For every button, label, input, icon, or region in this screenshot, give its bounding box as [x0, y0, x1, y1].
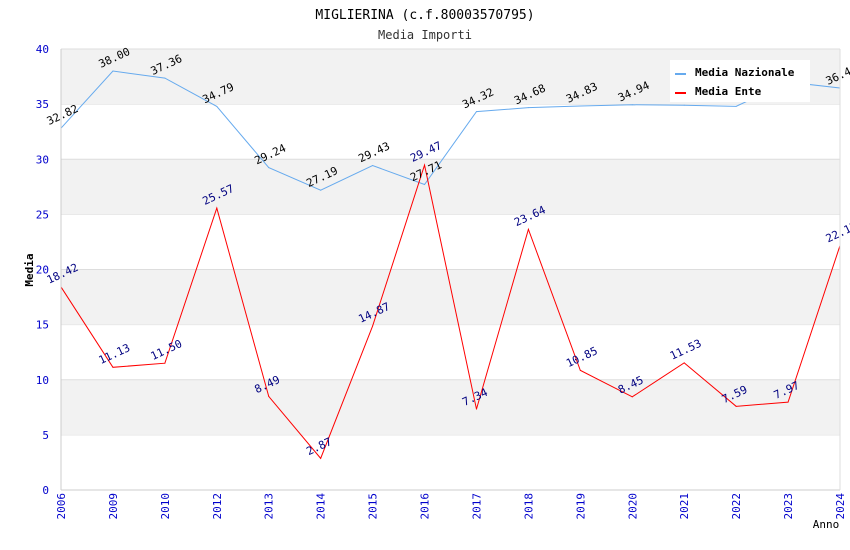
x-axis-label: Anno	[813, 518, 840, 531]
data-label: 22.17	[824, 220, 850, 246]
data-point	[424, 164, 426, 166]
data-point	[372, 165, 374, 167]
y-tick-label: 0	[42, 484, 49, 497]
grid-band	[61, 159, 840, 215]
x-tick-label: 2015	[367, 493, 380, 520]
data-point	[164, 362, 166, 364]
series-line-nazionale	[60, 70, 841, 191]
data-label: 2.87	[304, 435, 334, 458]
data-point	[320, 189, 322, 191]
x-tick-label: 2006	[55, 493, 68, 520]
data-point	[579, 105, 581, 107]
x-tick-label: 2010	[159, 493, 172, 520]
legend: Media Nazionale Media Ente	[670, 60, 810, 102]
data-label: 32.82	[45, 102, 81, 128]
data-point	[320, 457, 322, 459]
data-point	[683, 362, 685, 364]
data-point	[424, 183, 426, 185]
data-point	[164, 77, 166, 79]
data-point	[631, 396, 633, 398]
data-point	[475, 111, 477, 113]
x-tick-label: 2018	[522, 493, 535, 520]
data-point	[216, 105, 218, 107]
grid-band	[61, 379, 840, 435]
data-point	[787, 401, 789, 403]
x-tick-label: 2012	[211, 493, 224, 520]
y-tick-label: 35	[36, 98, 49, 111]
y-tick-label: 40	[36, 43, 49, 56]
data-point	[112, 366, 114, 368]
data-point	[735, 405, 737, 407]
x-tick-label: 2024	[834, 493, 847, 520]
data-point	[268, 395, 270, 397]
y-tick-label: 5	[42, 429, 49, 442]
data-point	[372, 325, 374, 327]
x-tick-label: 2022	[730, 493, 743, 520]
data-point	[527, 107, 529, 109]
data-point	[475, 408, 477, 410]
data-point	[683, 104, 685, 106]
x-tick-label: 2009	[107, 493, 120, 520]
legend-label: Media Ente	[695, 85, 762, 98]
legend-box	[670, 60, 810, 102]
data-point	[579, 369, 581, 371]
grid-band	[61, 269, 840, 325]
x-tick-label: 2023	[782, 493, 795, 520]
y-tick-label: 20	[36, 264, 49, 277]
x-tick-label: 2021	[678, 493, 691, 520]
x-tick-label: 2016	[419, 493, 432, 520]
y-tick-label: 30	[36, 153, 49, 166]
y-tick-label: 10	[36, 374, 49, 387]
y-tick-label: 15	[36, 319, 49, 332]
x-tick-label: 2013	[263, 493, 276, 520]
data-label: 11.13	[97, 341, 133, 367]
data-point	[631, 104, 633, 106]
data-point	[527, 228, 529, 230]
y-tick-label: 25	[36, 208, 49, 221]
x-tick-label: 2017	[470, 493, 483, 520]
x-tick-label: 2020	[626, 493, 639, 520]
x-tick-label: 2019	[574, 493, 587, 520]
x-tick-label: 2014	[315, 493, 328, 520]
data-point	[268, 167, 270, 169]
data-point	[112, 70, 114, 72]
series-line-ente	[60, 163, 841, 460]
data-label: 11.53	[668, 337, 704, 363]
data-point	[735, 105, 737, 107]
data-point	[216, 207, 218, 209]
legend-label: Media Nazionale	[695, 66, 795, 79]
chart-subtitle: Media Importi	[378, 28, 472, 42]
y-axis-label: Media	[23, 253, 36, 286]
chart-title: MIGLIERINA (c.f.80003570795)	[315, 8, 534, 23]
data-label: 10.85	[564, 344, 600, 370]
